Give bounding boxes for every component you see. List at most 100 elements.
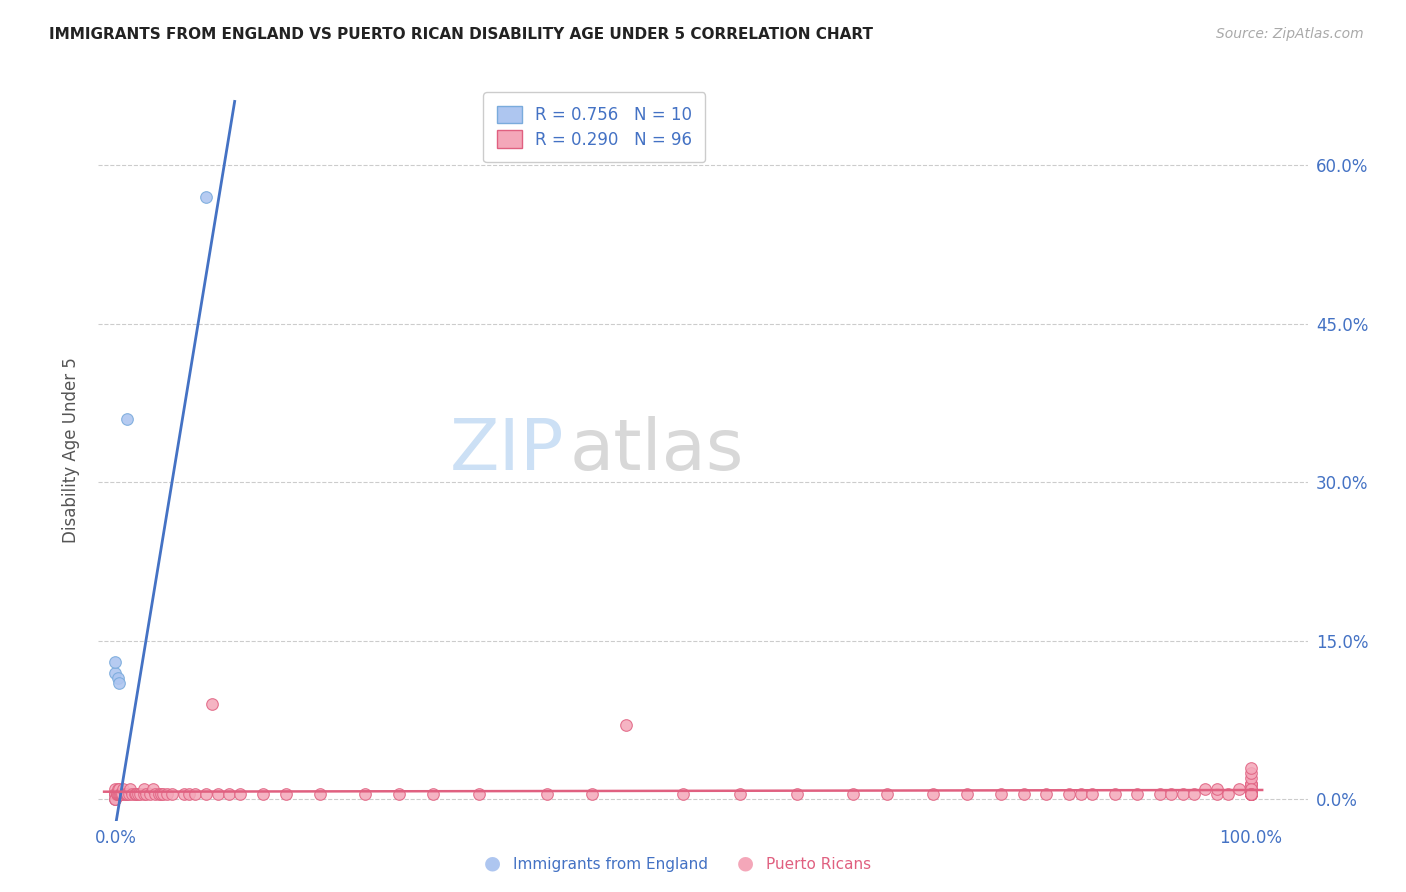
Point [1240,787,1263,801]
Point [786,787,808,801]
Point [148,787,170,801]
Point [1240,787,1263,801]
Point [110,787,132,801]
Point [104,787,127,801]
Point [1240,776,1263,791]
Point [104,787,127,801]
Point [1035,787,1057,801]
Point [1240,781,1263,796]
Point [1194,781,1216,796]
Text: IMMIGRANTS FROM ENGLAND VS PUERTO RICAN DISABILITY AGE UNDER 5 CORRELATION CHART: IMMIGRANTS FROM ENGLAND VS PUERTO RICAN … [49,27,873,42]
Point [1012,787,1035,801]
Point [107,671,129,685]
Point [125,787,148,801]
Text: Immigrants from England: Immigrants from England [513,857,709,872]
Point [107,781,129,796]
Point [142,781,165,796]
Point [108,787,131,801]
Point [132,787,155,801]
Text: Source: ZipAtlas.com: Source: ZipAtlas.com [1216,27,1364,41]
Point [118,787,141,801]
Point [354,787,377,801]
Text: ●: ● [737,854,754,872]
Point [105,787,128,801]
Point [1240,787,1263,801]
Point [842,787,865,801]
Point [1104,787,1126,801]
Point [112,781,135,796]
Point [108,781,131,796]
Point [1240,781,1263,796]
Point [1229,781,1251,796]
Point [218,787,240,801]
Point [108,787,131,801]
Point [308,787,330,801]
Point [990,787,1012,801]
Point [201,698,224,712]
Point [728,787,751,801]
Point [1160,787,1182,801]
Point [152,787,174,801]
Point [184,787,207,801]
Y-axis label: Disability Age Under 5: Disability Age Under 5 [62,358,80,543]
Point [1171,787,1194,801]
Point [173,787,195,801]
Point [956,787,979,801]
Point [149,787,172,801]
Point [127,787,149,801]
Point [614,718,637,732]
Point [129,787,152,801]
Point [1240,787,1263,801]
Point [143,787,166,801]
Point [536,787,558,801]
Point [104,792,127,806]
Point [114,787,136,801]
Point [104,787,127,801]
Point [422,787,444,801]
Point [1216,787,1239,801]
Point [1240,787,1263,801]
Point [111,787,134,801]
Text: ●: ● [484,854,501,872]
Point [1240,776,1263,791]
Point [132,781,155,796]
Point [104,665,127,680]
Point [1240,776,1263,791]
Point [1057,787,1080,801]
Point [1205,781,1227,796]
Point [160,787,183,801]
Point [121,787,143,801]
Point [107,787,129,801]
Point [1240,787,1263,801]
Point [104,792,127,806]
Point [155,787,177,801]
Point [1081,787,1104,801]
Point [581,787,603,801]
Point [108,676,131,690]
Point [114,787,136,801]
Point [195,189,218,203]
Point [115,787,138,801]
Point [252,787,274,801]
Point [1240,781,1263,796]
Point [1240,787,1263,801]
Point [1240,787,1263,801]
Point [1149,787,1171,801]
Point [104,781,127,796]
Point [229,787,252,801]
Point [388,787,411,801]
Point [105,787,128,801]
Point [1126,787,1149,801]
Point [104,655,127,669]
Point [1240,761,1263,775]
Text: Puerto Ricans: Puerto Ricans [766,857,872,872]
Point [672,787,695,801]
Point [1205,787,1227,801]
Point [135,787,157,801]
Point [1182,787,1205,801]
Point [1069,787,1091,801]
Point [179,787,201,801]
Point [1240,787,1263,801]
Text: ZIP: ZIP [450,416,564,485]
Point [922,787,945,801]
